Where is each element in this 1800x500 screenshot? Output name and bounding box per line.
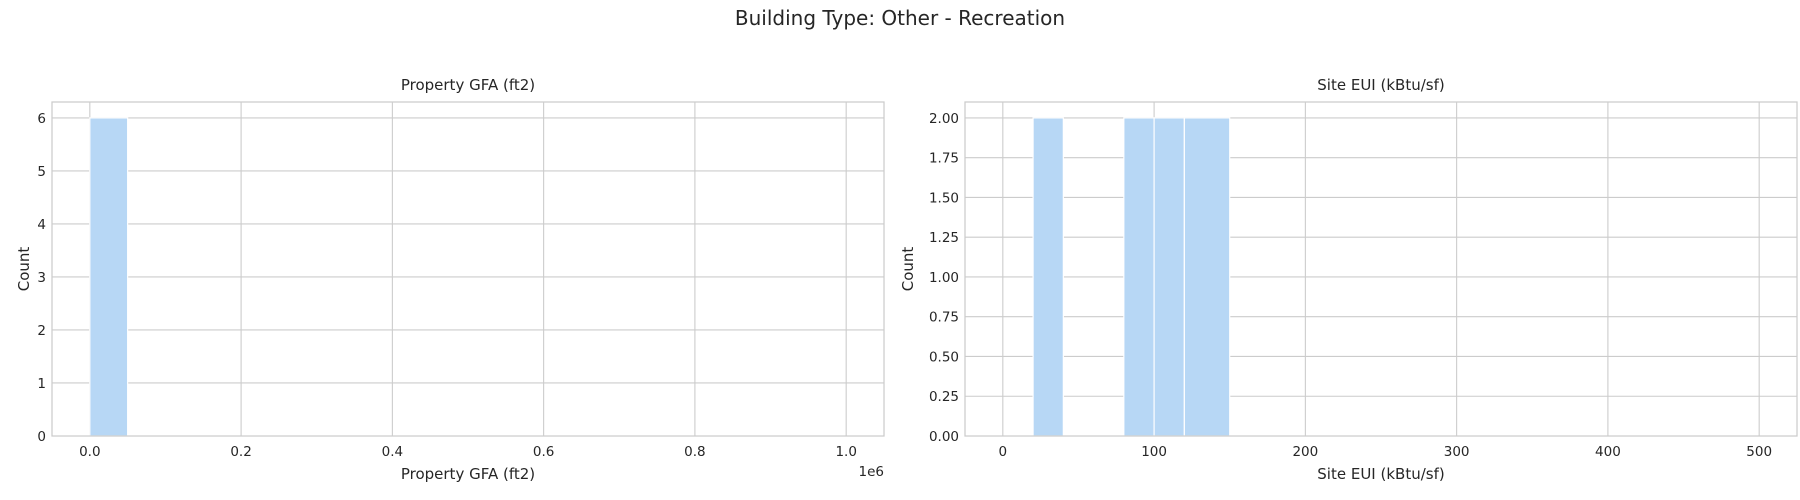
eui-xtick-label: 400 (1595, 444, 1621, 460)
eui-ytick-label: 2.00 (929, 111, 959, 127)
eui-ytick-label: 1.75 (929, 151, 959, 167)
eui-bar (1123, 117, 1155, 437)
gfa-ytick-label: 1 (37, 376, 46, 392)
eui-ytick-label: 0.50 (929, 349, 959, 365)
gfa-xtick-label: 1.0 (835, 444, 856, 460)
gfa-xtick-label: 0.2 (230, 444, 251, 460)
gfa-xtick-label: 0.8 (684, 444, 705, 460)
gfa-xtick-label: 0.6 (533, 444, 554, 460)
eui-bar (1153, 117, 1185, 437)
gfa-y-axis-label: Count (15, 247, 33, 292)
eui-xtick-label: 100 (1141, 444, 1167, 460)
gfa-ytick-label: 4 (37, 217, 46, 233)
eui-xtick-label: 200 (1292, 444, 1318, 460)
eui-ytick-label: 0.25 (929, 389, 959, 405)
property-gfa-panel: 0 1 2 3 4 5 6 0.0 0.2 0.4 0.6 0.8 1.0 Property GFA (f… (15, 76, 885, 483)
eui-y-axis-label: Count (899, 247, 917, 292)
eui-ytick-label: 1.25 (929, 230, 959, 246)
eui-ytick-label: 1.50 (929, 190, 959, 206)
gfa-chart-title: Property GFA (ft2) (401, 76, 535, 94)
gfa-xtick-label: 0.0 (79, 444, 100, 460)
gfa-offset-text: 1e6 (859, 464, 884, 480)
gfa-ytick-label: 3 (37, 270, 46, 286)
eui-xtick-label: 0 (999, 444, 1008, 460)
eui-xtick-label: 300 (1444, 444, 1470, 460)
eui-axes-frame (964, 101, 1798, 437)
gfa-axes-frame (51, 101, 885, 437)
eui-ytick-label: 0.00 (929, 429, 959, 445)
gfa-x-axis-label: Property GFA (ft2) (401, 465, 535, 483)
eui-chart-title: Site EUI (kBtu/sf) (1317, 76, 1444, 94)
eui-x-axis-label: Site EUI (kBtu/sf) (1317, 465, 1444, 483)
gfa-ytick-label: 6 (37, 111, 46, 127)
eui-bar (1183, 117, 1231, 437)
gfa-ytick-label: 5 (37, 164, 46, 180)
eui-ytick-label: 1.00 (929, 270, 959, 286)
gfa-bar (89, 117, 129, 437)
gfa-xtick-label: 0.4 (382, 444, 403, 460)
gfa-ytick-label: 2 (37, 323, 46, 339)
figure-title: Building Type: Other - Recreation (735, 6, 1065, 30)
gfa-ytick-label: 0 (37, 429, 46, 445)
eui-bar (1032, 117, 1064, 437)
eui-xtick-label: 500 (1746, 444, 1772, 460)
eui-ytick-label: 0.75 (929, 310, 959, 326)
site-eui-panel: 0.00 0.25 0.50 0.75 1.00 1.25 1.50 1.75 2.00 0 100… (899, 76, 1798, 483)
